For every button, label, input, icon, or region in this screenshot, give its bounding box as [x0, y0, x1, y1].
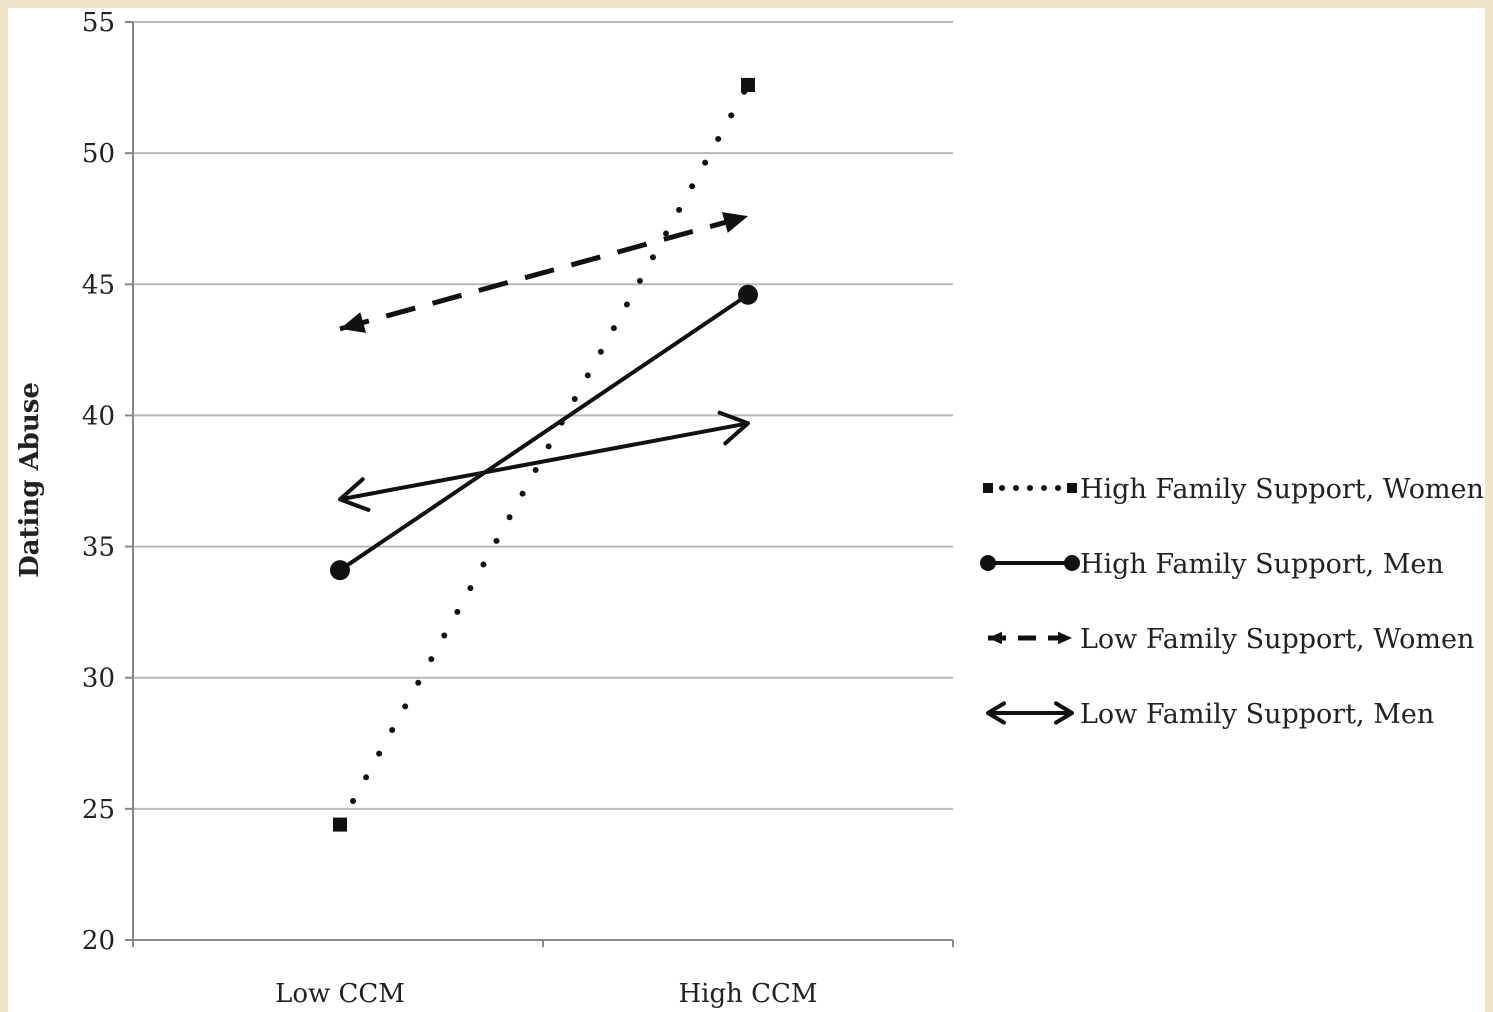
series-2 — [330, 284, 758, 581]
x-tick-label: Low CCM — [275, 979, 405, 1009]
series-line — [339, 213, 749, 332]
y-tick-label: 35 — [82, 533, 115, 563]
series-line — [338, 293, 750, 572]
marker-arrow — [338, 477, 371, 512]
gridlines — [133, 21, 953, 810]
marker-triangle — [721, 212, 748, 233]
series-line — [339, 421, 749, 502]
y-tick-label: 55 — [82, 8, 115, 38]
series-lines — [330, 77, 758, 832]
y-tick-label: 25 — [82, 795, 115, 825]
series-3 — [988, 631, 1072, 645]
legend-label: High Family Support, Men — [1080, 549, 1444, 580]
legend-item: Low Family Support, Men — [986, 699, 1434, 730]
marker-circle — [330, 560, 350, 581]
legend-label: High Family Support, Women — [1080, 474, 1484, 505]
y-tick-label: 50 — [82, 139, 115, 169]
legend-item: Low Family Support, Women — [988, 624, 1474, 655]
marker-triangle — [1058, 631, 1072, 645]
series-1 — [333, 77, 755, 832]
marker-arrow — [717, 410, 750, 446]
legend-item: High Family Support, Men — [980, 549, 1444, 580]
legend-label: Low Family Support, Women — [1080, 624, 1474, 655]
marker-square — [1067, 483, 1077, 493]
series-1 — [983, 483, 1077, 493]
marker-circle — [1064, 555, 1080, 571]
tick-labels: 20 25 30 35 40 45 50 55 Low CCM High CCM — [82, 8, 818, 1009]
marker-triangle — [340, 312, 367, 333]
series-4 — [338, 410, 750, 512]
y-axis-title: Dating Abuse — [15, 382, 45, 578]
marker-square — [333, 817, 347, 832]
marker-square — [741, 77, 755, 92]
x-tick-label: High CCM — [678, 979, 817, 1009]
chart-frame: 20 25 30 35 40 45 50 55 Low CCM High CCM Dating A… — [8, 8, 1485, 1012]
y-tick-label: 20 — [82, 926, 115, 956]
legend-item: High Family Support, Women — [983, 474, 1484, 505]
legend: High Family Support, Women High Family Su… — [980, 474, 1484, 730]
series-line — [337, 81, 751, 828]
legend-label: Low Family Support, Men — [1080, 699, 1434, 730]
y-tick-label: 45 — [82, 270, 115, 300]
y-tick-label: 30 — [82, 664, 115, 694]
marker-circle — [980, 555, 996, 571]
series-2 — [980, 555, 1080, 571]
marker-arrow — [1054, 701, 1074, 725]
y-tick-label: 40 — [82, 401, 115, 431]
line-chart: 20 25 30 35 40 45 50 55 Low CCM High CCM Dating A… — [15, 8, 1484, 1009]
marker-triangle — [988, 631, 1002, 645]
marker-square — [983, 483, 993, 493]
marker-arrow — [986, 701, 1006, 725]
series-3 — [339, 212, 749, 333]
series-4 — [986, 701, 1074, 725]
axes — [125, 21, 954, 947]
marker-circle — [738, 284, 758, 305]
